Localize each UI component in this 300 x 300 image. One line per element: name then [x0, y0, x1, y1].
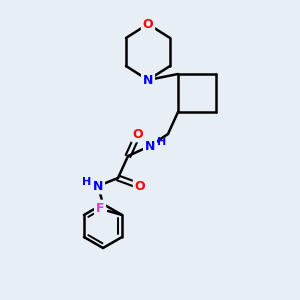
Text: F: F: [96, 202, 104, 214]
Text: O: O: [143, 17, 153, 31]
Text: N: N: [145, 140, 155, 152]
Text: N: N: [143, 74, 153, 86]
Text: H: H: [82, 177, 91, 187]
Text: O: O: [133, 128, 143, 140]
Text: O: O: [135, 179, 145, 193]
Text: H: H: [158, 137, 166, 147]
Text: N: N: [93, 179, 103, 193]
